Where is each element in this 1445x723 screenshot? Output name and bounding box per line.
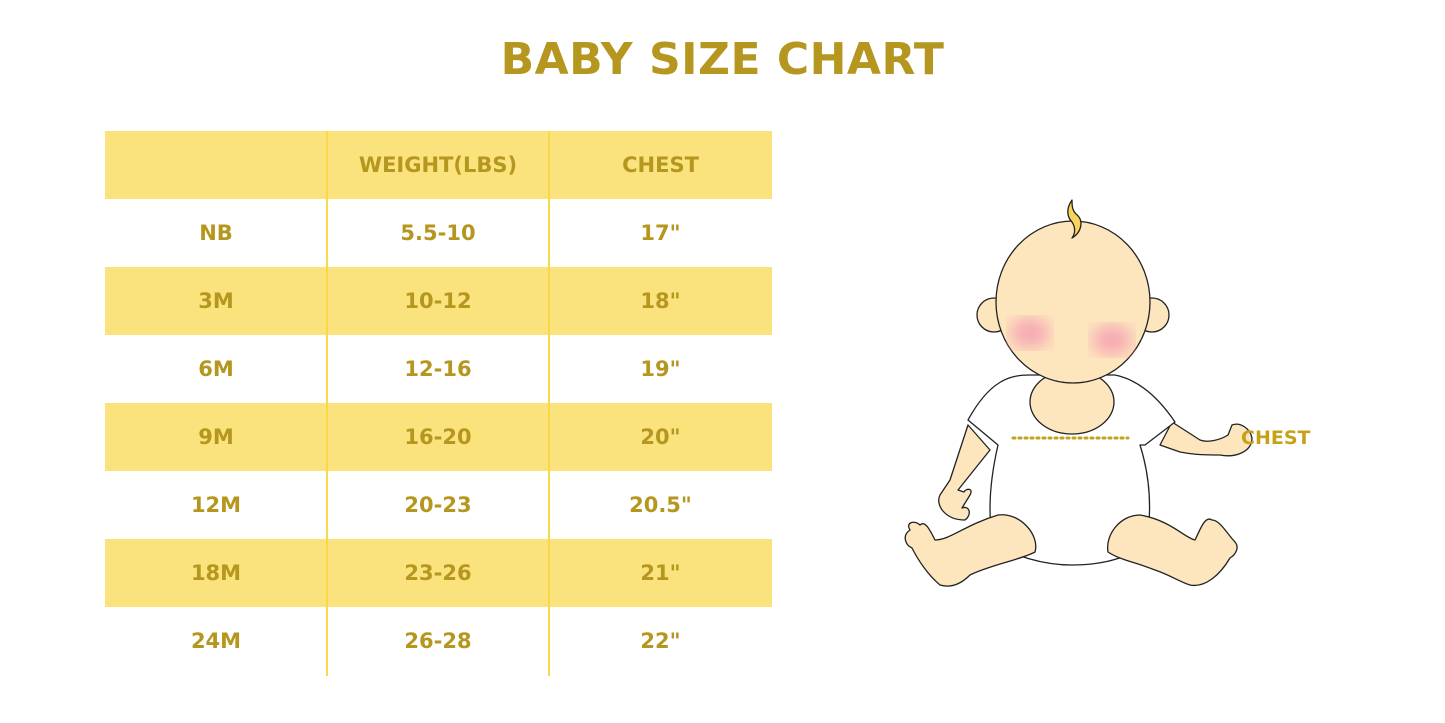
header-cell: CHEST	[622, 153, 699, 177]
table-row: 18M 23-26 21"	[105, 539, 772, 607]
table-row: 9M 16-20 20"	[105, 403, 772, 471]
size-cell: 12M	[190, 493, 242, 517]
chest-cell: 17"	[640, 221, 681, 245]
chest-cell: 19"	[640, 357, 681, 381]
size-table: WEIGHT(LBS) CHEST NB 5.5-10 17" 3M 10-12…	[105, 131, 772, 675]
header-cell	[105, 131, 327, 199]
weight-cell: 16-20	[404, 425, 472, 449]
table-row: NB 5.5-10 17"	[105, 199, 772, 267]
baby-illustration	[904, 199, 1253, 587]
chest-cell: 20"	[640, 425, 681, 449]
chest-cell: 18"	[640, 289, 681, 313]
right-cheek	[1092, 325, 1132, 355]
onesie	[967, 374, 1176, 566]
size-cell: 18M	[190, 561, 242, 585]
weight-cell: 26-28	[404, 629, 472, 653]
chest-cell: 21"	[640, 561, 681, 585]
chest-cell: 20.5"	[629, 493, 692, 517]
table-row: 24M 26-28 22"	[105, 607, 772, 675]
weight-cell: 5.5-10	[400, 221, 476, 245]
size-cell: 24M	[190, 629, 242, 653]
weight-cell: 10-12	[404, 289, 472, 313]
table-header-row: WEIGHT(LBS) CHEST	[105, 131, 772, 199]
table-row: 12M 20-23 20.5"	[105, 471, 772, 539]
hair-tuft	[1067, 199, 1082, 239]
head	[995, 220, 1151, 384]
table-row: 6M 12-16 19"	[105, 335, 772, 403]
left-cheek	[1010, 318, 1050, 348]
size-cell: 9M	[198, 425, 234, 449]
weight-cell: 23-26	[404, 561, 472, 585]
size-cell: NB	[199, 221, 233, 245]
chest-cell: 22"	[640, 629, 681, 653]
size-cell: 6M	[198, 357, 234, 381]
left-arm	[938, 424, 991, 521]
table-row: 3M 10-12 18"	[105, 267, 772, 335]
right-leg	[1107, 514, 1238, 587]
weight-cell: 12-16	[404, 357, 472, 381]
page-title: BABY SIZE CHART	[500, 34, 945, 85]
column-divider	[326, 131, 328, 676]
chest-label: CHEST	[1241, 427, 1311, 449]
header-cell: WEIGHT(LBS)	[358, 153, 518, 177]
left-leg	[904, 514, 1037, 587]
weight-cell: 20-23	[404, 493, 472, 517]
right-arm	[1159, 421, 1253, 457]
size-cell: 3M	[198, 289, 234, 313]
column-divider	[548, 131, 550, 676]
